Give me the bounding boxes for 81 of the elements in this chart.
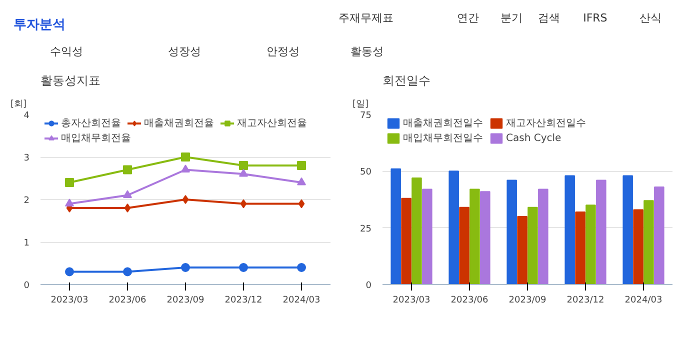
legend-label: Cash Cycle bbox=[506, 132, 562, 144]
point bbox=[181, 164, 190, 173]
chart-title: 회전일수 bbox=[382, 74, 430, 88]
x-tick-label: 2023/12 bbox=[566, 296, 604, 306]
bar bbox=[538, 188, 548, 284]
bar bbox=[480, 191, 490, 284]
point bbox=[65, 178, 74, 187]
text: 성장성 bbox=[168, 44, 202, 58]
x-tick-label: 2023/03 bbox=[50, 296, 88, 306]
legend-label: 매입채무회전율 bbox=[61, 132, 131, 145]
bar bbox=[528, 206, 538, 284]
bar bbox=[412, 177, 422, 284]
bar bbox=[586, 204, 596, 284]
x-tick-label: 2023/12 bbox=[224, 296, 262, 306]
point bbox=[298, 199, 305, 208]
point bbox=[297, 177, 306, 186]
text: 산식 bbox=[639, 12, 662, 25]
legend-label: 재고자산회전일수 bbox=[506, 117, 586, 130]
bar bbox=[596, 180, 606, 284]
y-tick-label: 25 bbox=[360, 224, 372, 234]
bar bbox=[575, 211, 586, 284]
point bbox=[182, 195, 189, 204]
text: 검색 bbox=[538, 12, 560, 25]
legend-label: 매출채권회전일수 bbox=[403, 117, 483, 130]
point bbox=[123, 190, 132, 198]
legend-label: 매출채권회전율 bbox=[144, 117, 214, 130]
chart-title: 활동성지표 bbox=[40, 74, 100, 88]
y-tick-label: 1 bbox=[24, 238, 30, 248]
point bbox=[123, 165, 132, 174]
legend-label: 재고자산회전율 bbox=[237, 117, 307, 130]
x-tick-label: 2023/03 bbox=[392, 296, 430, 306]
point bbox=[181, 263, 190, 272]
point bbox=[123, 267, 132, 276]
text: 분기 bbox=[500, 12, 522, 25]
x-tick-label: 2023/09 bbox=[508, 296, 546, 306]
text: IFRS bbox=[583, 12, 608, 25]
point bbox=[181, 152, 190, 162]
legend-label: 매입채무회전일수 bbox=[403, 132, 483, 145]
point bbox=[65, 267, 74, 276]
bar bbox=[390, 168, 401, 284]
point bbox=[297, 161, 306, 170]
bar bbox=[564, 175, 575, 284]
y-tick-label: 0 bbox=[24, 281, 30, 291]
x-tick-label: 2023/06 bbox=[108, 296, 146, 306]
y-tick-label: 50 bbox=[360, 168, 372, 178]
bar bbox=[448, 170, 459, 284]
x-tick-label: 2023/09 bbox=[166, 296, 204, 306]
y-axis-title: [회] bbox=[10, 100, 27, 110]
x-tick-label: 2024/03 bbox=[624, 296, 662, 306]
x-tick-label: 2023/06 bbox=[450, 296, 488, 306]
point bbox=[297, 263, 306, 272]
text: 투자분석 bbox=[13, 18, 66, 33]
bar bbox=[422, 188, 432, 284]
point bbox=[239, 263, 248, 272]
bar bbox=[644, 200, 654, 284]
bar bbox=[459, 206, 470, 284]
point bbox=[239, 168, 248, 177]
y-tick-label: 75 bbox=[360, 111, 372, 121]
legend-label: 총자산회전율 bbox=[61, 117, 121, 130]
point bbox=[124, 204, 131, 212]
bar bbox=[654, 186, 664, 284]
y-tick-label: 3 bbox=[24, 154, 30, 164]
bar bbox=[622, 175, 633, 284]
point bbox=[239, 161, 248, 170]
text: 활동성 bbox=[350, 44, 384, 58]
y-axis-title: [일] bbox=[352, 100, 369, 110]
y-tick-label: 2 bbox=[24, 196, 30, 206]
text: 연간 bbox=[456, 12, 479, 25]
bar bbox=[517, 216, 528, 284]
point bbox=[65, 198, 74, 207]
x-tick-label: 2024/03 bbox=[282, 296, 320, 306]
text: 안정성 bbox=[266, 44, 300, 58]
text: 주재무제표 bbox=[338, 12, 394, 25]
y-tick-label: 4 bbox=[24, 111, 30, 121]
point bbox=[240, 199, 247, 208]
bar bbox=[633, 209, 644, 284]
bar bbox=[506, 180, 517, 284]
y-tick-label: 0 bbox=[366, 281, 372, 291]
bar bbox=[470, 188, 480, 284]
text: 수익성 bbox=[50, 44, 83, 58]
bar bbox=[401, 198, 412, 284]
